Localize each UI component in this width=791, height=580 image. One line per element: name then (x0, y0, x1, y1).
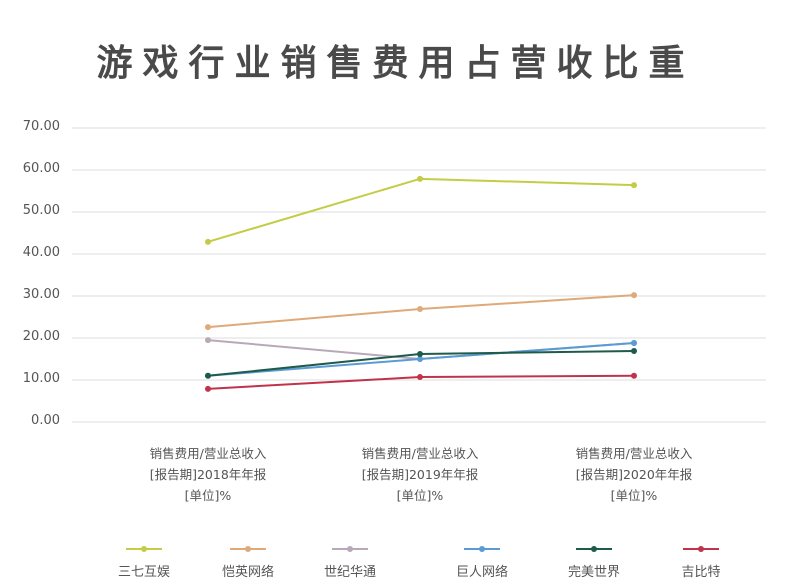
y-tick-label: 40.00 (22, 245, 60, 260)
y-tick-label: 50.00 (22, 203, 60, 218)
data-point (205, 372, 211, 379)
x-tick-label-line: 销售费用/营业总收入 (575, 446, 693, 461)
data-point (631, 372, 637, 379)
legend-item: 完美世界 (549, 538, 639, 580)
legend-label: 巨人网络 (455, 565, 508, 580)
x-tick-label-line: [报告期]2020年年报 (575, 467, 693, 482)
data-point (631, 292, 637, 299)
series-line (205, 175, 637, 245)
y-tick-label: 70.00 (22, 119, 60, 134)
series-line (205, 292, 637, 331)
legend-marker-icon (464, 546, 500, 552)
legend-item: 三七互娱 (99, 538, 189, 580)
legend-marker-icon (576, 546, 612, 552)
x-tick-label: 销售费用/营业总收入 [报告期]2018年年报 [单位]% (108, 443, 308, 506)
data-point (417, 356, 423, 362)
legend-marker-icon (683, 546, 719, 552)
data-point (417, 306, 423, 313)
x-tick-label-line: [单位]% (610, 488, 658, 503)
data-point (205, 238, 211, 245)
series-line (205, 348, 637, 379)
legend-label: 恺英网络 (221, 565, 274, 580)
legend-marker-icon (126, 546, 162, 552)
chart-title: 游戏行业销售费用占营收比重 (96, 43, 695, 84)
legend-item: 吉比特 (656, 538, 746, 580)
legend-marker-icon (230, 546, 266, 552)
legend-label: 吉比特 (681, 565, 721, 580)
legend-label: 世纪华通 (323, 565, 376, 580)
series-line (205, 372, 637, 392)
data-point (631, 182, 637, 189)
x-tick-label-line: [报告期]2019年年报 (361, 467, 479, 482)
data-point (417, 374, 423, 381)
x-tick-label-line: [单位]% (184, 488, 232, 503)
x-tick-label: 销售费用/营业总收入 [报告期]2020年年报 [单位]% (534, 443, 734, 506)
legend-item: 世纪华通 (305, 538, 395, 580)
y-tick-label: 10.00 (22, 371, 60, 386)
data-point (631, 348, 637, 355)
data-point (205, 324, 211, 331)
data-point (205, 337, 211, 344)
x-tick-label-line: 销售费用/营业总收入 (149, 446, 267, 461)
y-tick-label: 30.00 (22, 287, 60, 302)
x-tick-label-line: [报告期]2018年年报 (149, 467, 267, 482)
data-point (417, 175, 423, 182)
legend-item: 巨人网络 (437, 538, 527, 580)
legend-label: 三七互娱 (117, 565, 170, 580)
data-point (205, 385, 211, 392)
legend-item: 恺英网络 (203, 538, 293, 580)
y-tick-label: 0.00 (31, 413, 60, 428)
data-point (417, 350, 423, 357)
y-tick-label: 60.00 (22, 161, 60, 176)
x-tick-label-line: 销售费用/营业总收入 (361, 446, 479, 461)
legend-marker-icon (332, 546, 368, 552)
y-tick-label: 20.00 (22, 329, 60, 344)
legend-label: 完美世界 (567, 565, 620, 580)
x-tick-label-line: [单位]% (396, 488, 444, 503)
x-tick-label: 销售费用/营业总收入 [报告期]2019年年报 [单位]% (320, 443, 520, 506)
data-point (631, 340, 637, 347)
